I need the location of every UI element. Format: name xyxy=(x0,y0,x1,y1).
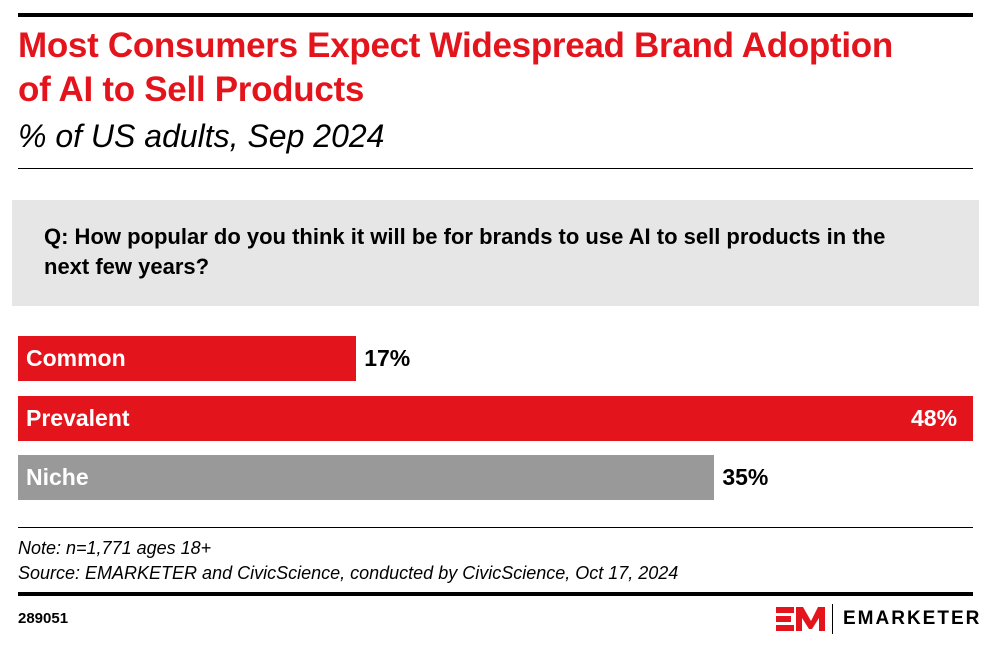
source: Source: EMARKETER and CivicScience, cond… xyxy=(18,563,679,583)
bar-common: Common xyxy=(18,336,357,381)
bar-label: Prevalent xyxy=(26,405,130,431)
header-divider xyxy=(18,168,973,169)
bar-niche: Niche xyxy=(18,455,715,500)
logo-text: EMARKETER xyxy=(843,608,982,629)
question-text: Q: How popular do you think it will be f… xyxy=(44,224,886,279)
data-label: 35% xyxy=(722,464,769,490)
note: Note: n=1,771 ages 18+ xyxy=(18,538,212,558)
top-rule xyxy=(18,13,973,17)
data-label: 17% xyxy=(364,345,411,371)
footer-divider xyxy=(18,527,973,528)
logo-divider xyxy=(832,604,833,634)
chart-subtitle: % of US adults, Sep 2024 xyxy=(18,118,385,154)
chart-title: Most Consumers Expect Widespread Brand A… xyxy=(18,26,893,109)
bottom-rule xyxy=(18,592,973,596)
bar-label: Common xyxy=(26,345,126,371)
data-label: 48% xyxy=(911,405,958,431)
bar-label: Niche xyxy=(26,464,89,490)
em-logo-mark xyxy=(776,607,825,631)
bar-prevalent: Prevalent xyxy=(18,396,973,441)
chart-id: 289051 xyxy=(18,610,69,627)
question-box xyxy=(12,200,979,306)
emarketer-logo: EMARKETER xyxy=(776,604,981,634)
